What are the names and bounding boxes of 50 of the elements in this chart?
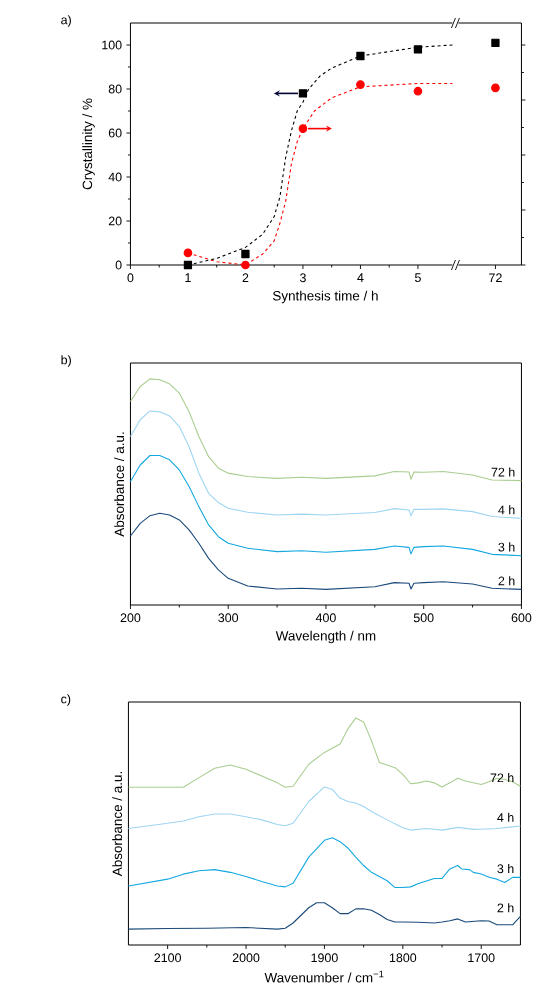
x-axis-title: Wavelength / nm <box>275 630 376 644</box>
y-tick-label: 0 <box>115 260 122 270</box>
x-tick-label: 1 <box>185 273 191 282</box>
y-axis-title: Absorbance / a.u. <box>113 432 124 537</box>
chart-title: a) <box>60 15 71 27</box>
series-label: 3 h <box>497 863 514 874</box>
x-tick-label: 72 <box>488 273 502 283</box>
x-tick-label: 600 <box>511 613 532 623</box>
series-label: 72 h <box>490 773 514 783</box>
series-label: 2 h <box>498 576 515 586</box>
point <box>183 260 192 270</box>
x-tick-label: 3 <box>299 273 306 283</box>
x-axis-title: Wavenumber / cm$^{−1}$ <box>264 970 384 983</box>
point <box>413 86 423 96</box>
x-tick-label: 4 <box>357 273 364 282</box>
point <box>240 260 250 270</box>
y-tick-label: 20 <box>108 216 122 226</box>
x-tick-label: 2 <box>242 273 249 283</box>
x-tick-label: 2000 <box>232 953 260 963</box>
point <box>355 80 365 89</box>
chart-title: c) <box>60 694 71 706</box>
series-label: 2 h <box>497 903 514 913</box>
y-tick-label: 80 <box>108 84 122 94</box>
point <box>183 248 193 258</box>
x-axis-title: Synthesis time / h <box>272 290 378 304</box>
series-label: 4 h <box>497 505 515 515</box>
series-label: 72 h <box>491 467 515 477</box>
y-axis-title: Crystallinity / % <box>82 98 95 190</box>
x-tick-label: 500 <box>413 613 434 623</box>
series-label: 3 h <box>498 542 515 552</box>
point <box>241 249 250 259</box>
x-tick-label: 200 <box>120 613 141 623</box>
x-tick-label: 400 <box>315 613 336 623</box>
point <box>298 89 307 98</box>
x-tick-label: 300 <box>218 613 238 623</box>
y-axis-title: Absorbance / a.u. <box>111 772 122 877</box>
y-tick-label: 40 <box>108 172 122 182</box>
x-tick-label: 5 <box>414 273 421 283</box>
point <box>356 51 365 61</box>
series-label: 4 h <box>496 812 514 822</box>
y-tick-label: 60 <box>108 128 122 138</box>
point <box>413 45 422 54</box>
x-tick-label: 1900 <box>311 953 338 963</box>
x-tick-label: 1800 <box>389 953 416 963</box>
point <box>298 124 308 133</box>
x-tick-label: 0 <box>127 273 134 283</box>
chart-title: b) <box>61 355 71 367</box>
y-tick-label: 100 <box>102 40 122 50</box>
x-tick-label: 2100 <box>154 953 181 963</box>
x-tick-label: 1700 <box>468 953 495 963</box>
